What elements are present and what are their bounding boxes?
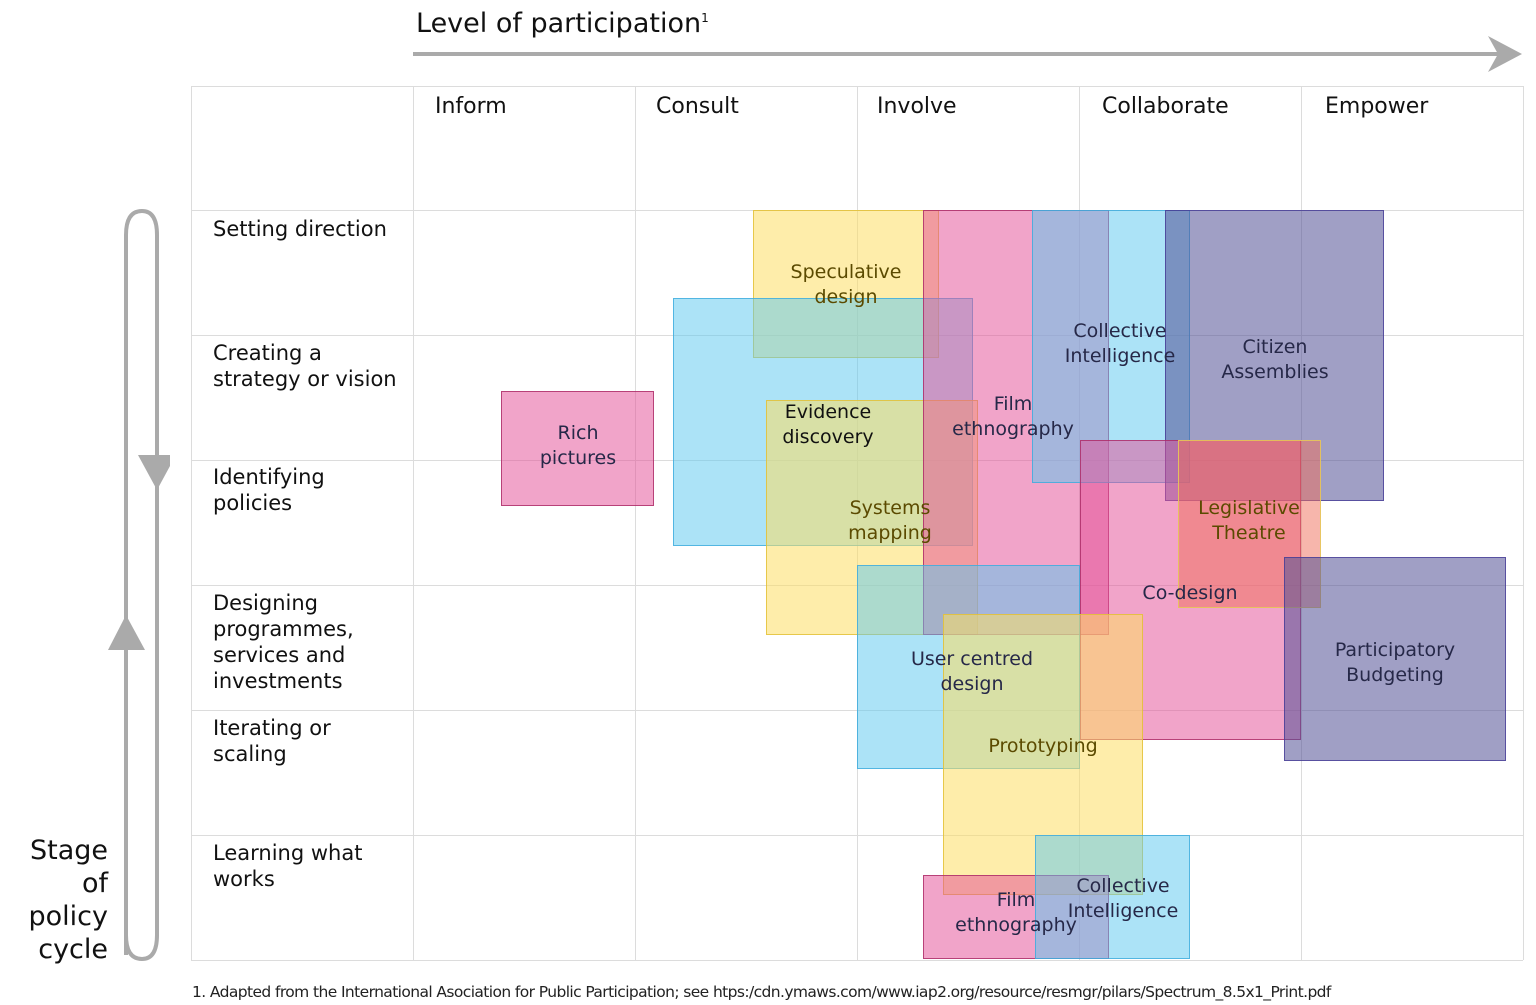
grid-line [191, 960, 1523, 961]
column-header-involve: Involve [877, 94, 957, 119]
grid-line [1523, 86, 1524, 960]
label-legislative-theatre: Legislative Theatre [1198, 497, 1300, 544]
method-box-rich-pictures [501, 391, 654, 506]
label-citizen-assemblies: Citizen Assemblies [1221, 336, 1329, 383]
grid-line [191, 86, 1523, 87]
column-header-consult: Consult [656, 94, 739, 119]
grid-line [413, 86, 414, 960]
column-header-empower: Empower [1325, 94, 1429, 119]
grid-line [635, 86, 636, 960]
row-header-learning: Learning what works [213, 841, 363, 891]
x-axis-title: Level of participation1 [416, 8, 709, 39]
grid-line [191, 835, 1523, 836]
label-co-design: Co-design [1142, 582, 1238, 604]
policy-cycle-arrow-icon [108, 208, 170, 962]
method-box-collective-intelligence-learning [1035, 835, 1190, 959]
row-header-designing: Designing programmes, services and inves… [213, 591, 354, 693]
row-header-strategy: Creating a strategy or vision [213, 341, 397, 391]
row-header-setting-direction: Setting direction [213, 217, 387, 241]
x-axis-arrow-icon [413, 36, 1522, 72]
row-header-iterating: Iterating or scaling [213, 716, 331, 766]
column-header-collaborate: Collaborate [1102, 94, 1229, 119]
label-collective-intelligence-learning: Collective Intelligence [1067, 875, 1179, 922]
label-systems-mapping: Systems mapping [848, 497, 932, 544]
footnote-marker: 1 [701, 11, 709, 25]
label-speculative-design: Speculative design [790, 261, 902, 308]
label-participatory-budgeting: Participatory Budgeting [1334, 639, 1456, 686]
label-prototyping: Prototyping [988, 735, 1098, 757]
footnote: 1. Adapted from the International Asocia… [192, 983, 1331, 1001]
grid-line [191, 86, 192, 960]
label-film-ethnography: Film ethnography [952, 393, 1074, 440]
label-evidence-discovery: Evidence discovery [782, 401, 874, 448]
method-box-participatory-budgeting [1284, 557, 1506, 761]
row-header-identifying-policies: Identifying policies [213, 465, 325, 515]
y-axis-title: Stage of policy cycle [28, 835, 108, 965]
label-film-ethnography-learning: Film ethnography [955, 889, 1077, 936]
label-user-centred-design: User centred design [910, 648, 1034, 695]
label-rich-pictures: Rich pictures [539, 422, 617, 469]
label-collective-intelligence: Collective Intelligence [1064, 320, 1176, 367]
x-axis-title-text: Level of participation [416, 8, 702, 39]
column-header-inform: Inform [435, 94, 507, 119]
